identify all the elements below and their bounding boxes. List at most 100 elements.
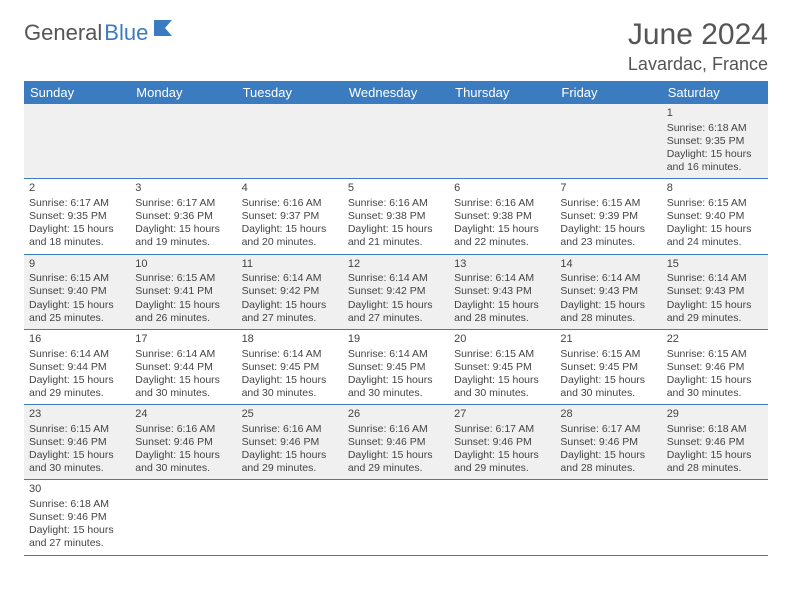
- daylight-text: Daylight: 15 hours: [667, 449, 763, 462]
- calendar-day-cell: [449, 104, 555, 179]
- daylight-text: and 29 minutes.: [29, 387, 125, 400]
- sunrise-text: Sunrise: 6:15 AM: [29, 272, 125, 285]
- day-number: 25: [242, 408, 338, 422]
- sunset-text: Sunset: 9:45 PM: [242, 361, 338, 374]
- sunset-text: Sunset: 9:36 PM: [135, 210, 231, 223]
- daylight-text: and 29 minutes.: [667, 312, 763, 325]
- daylight-text: Daylight: 15 hours: [454, 223, 550, 236]
- calendar-day-cell: 20Sunrise: 6:15 AMSunset: 9:45 PMDayligh…: [449, 329, 555, 404]
- calendar-day-cell: 2Sunrise: 6:17 AMSunset: 9:35 PMDaylight…: [24, 179, 130, 254]
- day-number: 1: [667, 107, 763, 121]
- daylight-text: Daylight: 15 hours: [667, 374, 763, 387]
- sunset-text: Sunset: 9:46 PM: [348, 436, 444, 449]
- day-number: 15: [667, 258, 763, 272]
- daylight-text: Daylight: 15 hours: [29, 449, 125, 462]
- daylight-text: Daylight: 15 hours: [560, 449, 656, 462]
- daylight-text: and 18 minutes.: [29, 236, 125, 249]
- calendar-day-cell: 24Sunrise: 6:16 AMSunset: 9:46 PMDayligh…: [130, 405, 236, 480]
- month-title: June 2024: [628, 18, 768, 52]
- daylight-text: Daylight: 15 hours: [560, 299, 656, 312]
- calendar-day-cell: 29Sunrise: 6:18 AMSunset: 9:46 PMDayligh…: [662, 405, 768, 480]
- title-block: June 2024 Lavardac, France: [628, 18, 768, 75]
- sunset-text: Sunset: 9:46 PM: [135, 436, 231, 449]
- daylight-text: and 25 minutes.: [29, 312, 125, 325]
- calendar-day-cell: 5Sunrise: 6:16 AMSunset: 9:38 PMDaylight…: [343, 179, 449, 254]
- day-number: 17: [135, 333, 231, 347]
- day-number: 30: [29, 483, 125, 497]
- daylight-text: Daylight: 15 hours: [560, 374, 656, 387]
- sunrise-text: Sunrise: 6:15 AM: [667, 197, 763, 210]
- day-number: 13: [454, 258, 550, 272]
- sunrise-text: Sunrise: 6:14 AM: [242, 348, 338, 361]
- sunrise-text: Sunrise: 6:15 AM: [667, 348, 763, 361]
- day-number: 2: [29, 182, 125, 196]
- daylight-text: and 30 minutes.: [135, 462, 231, 475]
- calendar-day-cell: 17Sunrise: 6:14 AMSunset: 9:44 PMDayligh…: [130, 329, 236, 404]
- calendar-day-cell: 26Sunrise: 6:16 AMSunset: 9:46 PMDayligh…: [343, 405, 449, 480]
- calendar-week-row: 16Sunrise: 6:14 AMSunset: 9:44 PMDayligh…: [24, 329, 768, 404]
- sunset-text: Sunset: 9:45 PM: [348, 361, 444, 374]
- calendar-day-cell: [343, 480, 449, 555]
- day-number: 6: [454, 182, 550, 196]
- calendar-week-row: 30Sunrise: 6:18 AMSunset: 9:46 PMDayligh…: [24, 480, 768, 555]
- daylight-text: and 22 minutes.: [454, 236, 550, 249]
- daylight-text: and 20 minutes.: [242, 236, 338, 249]
- daylight-text: and 23 minutes.: [560, 236, 656, 249]
- sunset-text: Sunset: 9:41 PM: [135, 285, 231, 298]
- day-number: 5: [348, 182, 444, 196]
- calendar-day-cell: [555, 480, 661, 555]
- sunset-text: Sunset: 9:46 PM: [242, 436, 338, 449]
- sunrise-text: Sunrise: 6:14 AM: [667, 272, 763, 285]
- sunrise-text: Sunrise: 6:18 AM: [29, 498, 125, 511]
- calendar-day-cell: [237, 480, 343, 555]
- sunrise-text: Sunrise: 6:16 AM: [348, 197, 444, 210]
- calendar-day-cell: [237, 104, 343, 179]
- sunset-text: Sunset: 9:37 PM: [242, 210, 338, 223]
- sunrise-text: Sunrise: 6:16 AM: [135, 423, 231, 436]
- daylight-text: and 30 minutes.: [454, 387, 550, 400]
- weekday-header: Monday: [130, 81, 236, 104]
- calendar-day-cell: 21Sunrise: 6:15 AMSunset: 9:45 PMDayligh…: [555, 329, 661, 404]
- sunset-text: Sunset: 9:46 PM: [29, 436, 125, 449]
- daylight-text: Daylight: 15 hours: [348, 374, 444, 387]
- sunrise-text: Sunrise: 6:15 AM: [560, 197, 656, 210]
- calendar-day-cell: 14Sunrise: 6:14 AMSunset: 9:43 PMDayligh…: [555, 254, 661, 329]
- calendar-day-cell: 22Sunrise: 6:15 AMSunset: 9:46 PMDayligh…: [662, 329, 768, 404]
- sunrise-text: Sunrise: 6:17 AM: [560, 423, 656, 436]
- calendar-day-cell: 13Sunrise: 6:14 AMSunset: 9:43 PMDayligh…: [449, 254, 555, 329]
- calendar-day-cell: 8Sunrise: 6:15 AMSunset: 9:40 PMDaylight…: [662, 179, 768, 254]
- weekday-header: Thursday: [449, 81, 555, 104]
- sunset-text: Sunset: 9:43 PM: [454, 285, 550, 298]
- day-number: 27: [454, 408, 550, 422]
- calendar-day-cell: 23Sunrise: 6:15 AMSunset: 9:46 PMDayligh…: [24, 405, 130, 480]
- day-number: 11: [242, 258, 338, 272]
- sunset-text: Sunset: 9:42 PM: [348, 285, 444, 298]
- calendar-day-cell: [662, 480, 768, 555]
- daylight-text: and 19 minutes.: [135, 236, 231, 249]
- sunrise-text: Sunrise: 6:14 AM: [29, 348, 125, 361]
- calendar-day-cell: [449, 480, 555, 555]
- logo-text-2: Blue: [104, 20, 148, 46]
- weekday-header: Sunday: [24, 81, 130, 104]
- sunrise-text: Sunrise: 6:15 AM: [560, 348, 656, 361]
- day-number: 16: [29, 333, 125, 347]
- daylight-text: and 16 minutes.: [667, 161, 763, 174]
- day-number: 10: [135, 258, 231, 272]
- daylight-text: Daylight: 15 hours: [135, 299, 231, 312]
- calendar-day-cell: 9Sunrise: 6:15 AMSunset: 9:40 PMDaylight…: [24, 254, 130, 329]
- day-number: 3: [135, 182, 231, 196]
- sunrise-text: Sunrise: 6:17 AM: [135, 197, 231, 210]
- weekday-header: Tuesday: [237, 81, 343, 104]
- calendar-day-cell: [343, 104, 449, 179]
- daylight-text: Daylight: 15 hours: [348, 449, 444, 462]
- sunset-text: Sunset: 9:42 PM: [242, 285, 338, 298]
- daylight-text: and 27 minutes.: [348, 312, 444, 325]
- daylight-text: and 30 minutes.: [242, 387, 338, 400]
- daylight-text: Daylight: 15 hours: [667, 223, 763, 236]
- daylight-text: Daylight: 15 hours: [135, 374, 231, 387]
- sunrise-text: Sunrise: 6:14 AM: [348, 272, 444, 285]
- sunset-text: Sunset: 9:39 PM: [560, 210, 656, 223]
- calendar-day-cell: 28Sunrise: 6:17 AMSunset: 9:46 PMDayligh…: [555, 405, 661, 480]
- calendar-day-cell: 18Sunrise: 6:14 AMSunset: 9:45 PMDayligh…: [237, 329, 343, 404]
- daylight-text: Daylight: 15 hours: [29, 374, 125, 387]
